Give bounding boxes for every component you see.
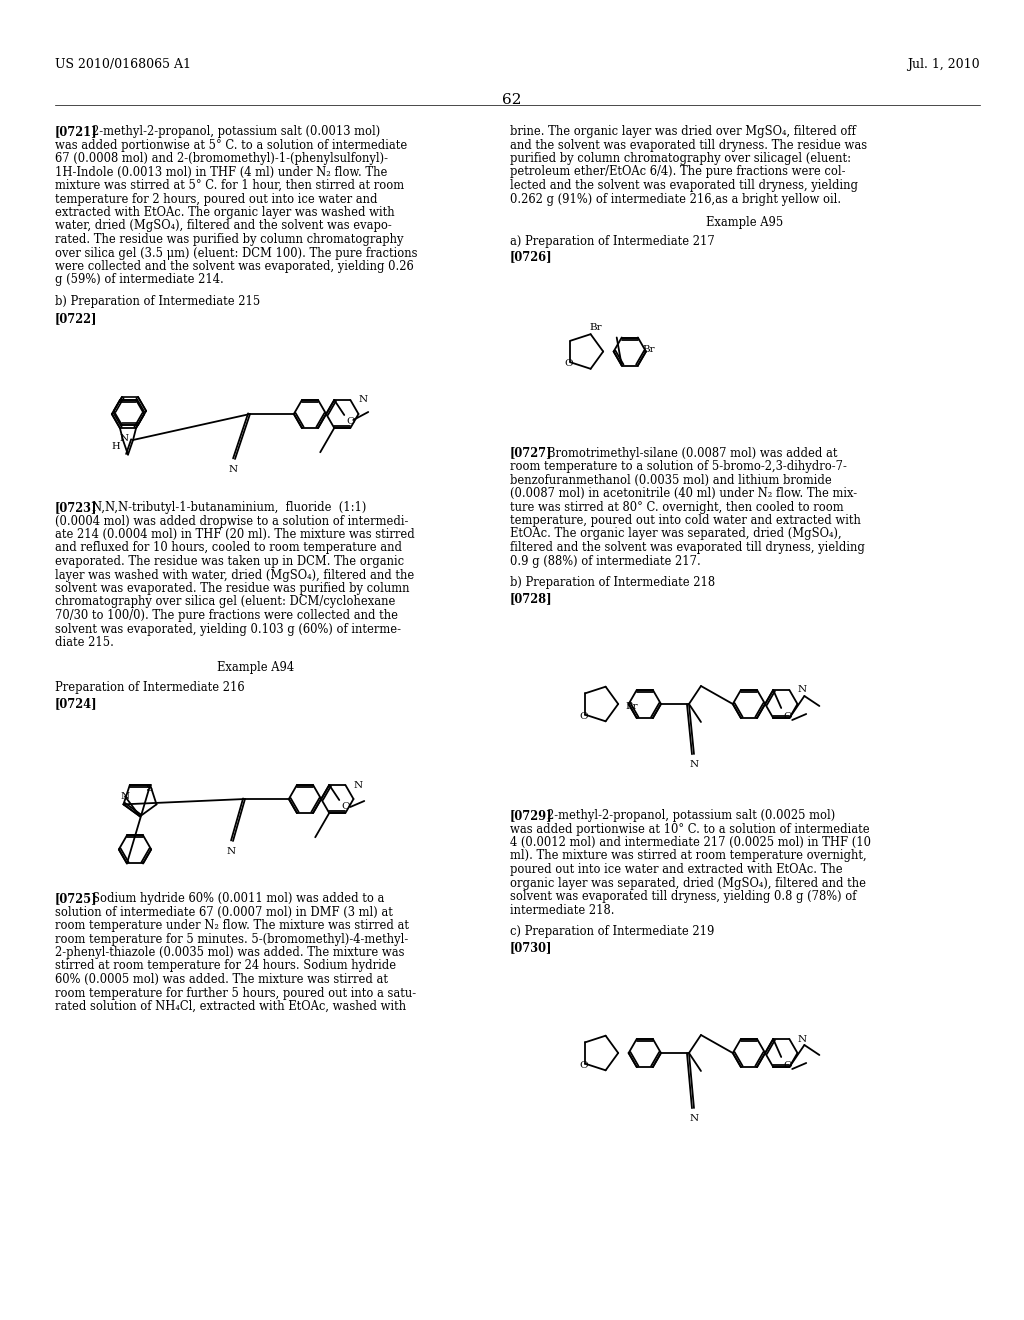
Text: extracted with EtOAc. The organic layer was washed with: extracted with EtOAc. The organic layer …	[55, 206, 394, 219]
Text: g (59%) of intermediate 214.: g (59%) of intermediate 214.	[55, 273, 224, 286]
Text: Preparation of Intermediate 216: Preparation of Intermediate 216	[55, 681, 245, 694]
Text: poured out into ice water and extracted with EtOAc. The: poured out into ice water and extracted …	[510, 863, 843, 876]
Text: O: O	[579, 711, 588, 721]
Text: N: N	[798, 1035, 807, 1044]
Text: water, dried (MgSO₄), filtered and the solvent was evapo-: water, dried (MgSO₄), filtered and the s…	[55, 219, 392, 232]
Text: and the solvent was evaporated till dryness. The residue was: and the solvent was evaporated till dryn…	[510, 139, 867, 152]
Text: N: N	[228, 465, 238, 474]
Text: ture was stirred at 80° C. overnight, then cooled to room: ture was stirred at 80° C. overnight, th…	[510, 500, 844, 513]
Text: [0722]: [0722]	[55, 313, 97, 326]
Text: (0.0004 mol) was added dropwise to a solution of intermedi-: (0.0004 mol) was added dropwise to a sol…	[55, 515, 409, 528]
Text: 2-methyl-2-propanol, potassium salt (0.0025 mol): 2-methyl-2-propanol, potassium salt (0.0…	[547, 809, 836, 822]
Text: N: N	[689, 1114, 698, 1123]
Text: EtOAc. The organic layer was separated, dried (MgSO₄),: EtOAc. The organic layer was separated, …	[510, 528, 842, 540]
Text: 70/30 to 100/0). The pure fractions were collected and the: 70/30 to 100/0). The pure fractions were…	[55, 609, 398, 622]
Text: N: N	[226, 847, 236, 855]
Text: solvent was evaporated. The residue was purified by column: solvent was evaporated. The residue was …	[55, 582, 410, 595]
Text: and refluxed for 10 hours, cooled to room temperature and: and refluxed for 10 hours, cooled to roo…	[55, 541, 402, 554]
Text: [0729]: [0729]	[510, 809, 553, 822]
Text: 1H-Indole (0.0013 mol) in THF (4 ml) under N₂ flow. The: 1H-Indole (0.0013 mol) in THF (4 ml) und…	[55, 165, 387, 178]
Text: brine. The organic layer was dried over MgSO₄, filtered off: brine. The organic layer was dried over …	[510, 125, 856, 139]
Text: N: N	[358, 396, 368, 404]
Text: N,N,N-tributyl-1-butanaminium,  fluoride  (1:1): N,N,N-tributyl-1-butanaminium, fluoride …	[92, 502, 367, 513]
Text: O: O	[346, 417, 355, 426]
Text: were collected and the solvent was evaporated, yielding 0.26: were collected and the solvent was evapo…	[55, 260, 414, 273]
Text: room temperature to a solution of 5-bromo-2,3-dihydro-7-: room temperature to a solution of 5-brom…	[510, 459, 847, 473]
Text: 2-methyl-2-propanol, potassium salt (0.0013 mol): 2-methyl-2-propanol, potassium salt (0.0…	[92, 125, 380, 139]
Text: was added portionwise at 5° C. to a solution of intermediate: was added portionwise at 5° C. to a solu…	[55, 139, 408, 152]
Text: was added portionwise at 10° C. to a solution of intermediate: was added portionwise at 10° C. to a sol…	[510, 822, 869, 836]
Text: [0723]: [0723]	[55, 502, 97, 513]
Text: S: S	[144, 784, 152, 793]
Text: Br: Br	[643, 346, 655, 355]
Text: Bromotrimethyl-silane (0.0087 mol) was added at: Bromotrimethyl-silane (0.0087 mol) was a…	[547, 446, 838, 459]
Text: intermediate 218.: intermediate 218.	[510, 903, 614, 916]
Text: O: O	[579, 1061, 588, 1069]
Text: petroleum ether/EtOAc 6/4). The pure fractions were col-: petroleum ether/EtOAc 6/4). The pure fra…	[510, 165, 846, 178]
Text: [0724]: [0724]	[55, 697, 97, 710]
Text: 2-phenyl-thiazole (0.0035 mol) was added. The mixture was: 2-phenyl-thiazole (0.0035 mol) was added…	[55, 946, 404, 960]
Text: [0728]: [0728]	[510, 593, 553, 606]
Text: H: H	[112, 442, 120, 451]
Text: US 2010/0168065 A1: US 2010/0168065 A1	[55, 58, 191, 71]
Text: room temperature for further 5 hours, poured out into a satu-: room temperature for further 5 hours, po…	[55, 986, 416, 999]
Text: b) Preparation of Intermediate 218: b) Preparation of Intermediate 218	[510, 576, 715, 589]
Text: ate 214 (0.0004 mol) in THF (20 ml). The mixture was stirred: ate 214 (0.0004 mol) in THF (20 ml). The…	[55, 528, 415, 541]
Text: b) Preparation of Intermediate 215: b) Preparation of Intermediate 215	[55, 294, 260, 308]
Text: 67 (0.0008 mol) and 2-(bromomethyl)-1-(phenylsulfonyl)-: 67 (0.0008 mol) and 2-(bromomethyl)-1-(p…	[55, 152, 388, 165]
Text: solution of intermediate 67 (0.0007 mol) in DMF (3 ml) at: solution of intermediate 67 (0.0007 mol)…	[55, 906, 393, 919]
Text: [0727]: [0727]	[510, 446, 553, 459]
Text: N: N	[120, 434, 129, 444]
Text: organic layer was separated, dried (MgSO₄), filtered and the: organic layer was separated, dried (MgSO…	[510, 876, 866, 890]
Text: room temperature under N₂ flow. The mixture was stirred at: room temperature under N₂ flow. The mixt…	[55, 919, 409, 932]
Text: layer was washed with water, dried (MgSO₄), filtered and the: layer was washed with water, dried (MgSO…	[55, 569, 415, 582]
Text: Example A94: Example A94	[217, 661, 295, 675]
Text: solvent was evaporated till dryness, yielding 0.8 g (78%) of: solvent was evaporated till dryness, yie…	[510, 890, 856, 903]
Text: O: O	[341, 803, 350, 810]
Text: stirred at room temperature for 24 hours. Sodium hydride: stirred at room temperature for 24 hours…	[55, 960, 396, 973]
Text: evaporated. The residue was taken up in DCM. The organic: evaporated. The residue was taken up in …	[55, 554, 404, 568]
Text: Example A95: Example A95	[707, 216, 783, 228]
Text: Br: Br	[589, 323, 602, 333]
Text: chromatography over silica gel (eluent: DCM/cyclohexane: chromatography over silica gel (eluent: …	[55, 595, 395, 609]
Text: a) Preparation of Intermediate 217: a) Preparation of Intermediate 217	[510, 235, 715, 248]
Text: N: N	[689, 760, 698, 770]
Text: benzofuranmethanol (0.0035 mol) and lithium bromide: benzofuranmethanol (0.0035 mol) and lith…	[510, 474, 831, 487]
Text: 60% (0.0005 mol) was added. The mixture was stirred at: 60% (0.0005 mol) was added. The mixture …	[55, 973, 388, 986]
Text: Sodium hydride 60% (0.0011 mol) was added to a: Sodium hydride 60% (0.0011 mol) was adde…	[92, 892, 384, 906]
Text: O: O	[564, 359, 572, 368]
Text: [0730]: [0730]	[510, 941, 553, 954]
Text: ml). The mixture was stirred at room temperature overnight,: ml). The mixture was stirred at room tem…	[510, 850, 866, 862]
Text: 4 (0.0012 mol) and intermediate 217 (0.0025 mol) in THF (10: 4 (0.0012 mol) and intermediate 217 (0.0…	[510, 836, 871, 849]
Text: O: O	[783, 711, 792, 721]
Text: mixture was stirred at 5° C. for 1 hour, then stirred at room: mixture was stirred at 5° C. for 1 hour,…	[55, 180, 404, 191]
Text: rated solution of NH₄Cl, extracted with EtOAc, washed with: rated solution of NH₄Cl, extracted with …	[55, 1001, 407, 1012]
Text: solvent was evaporated, yielding 0.103 g (60%) of interme-: solvent was evaporated, yielding 0.103 g…	[55, 623, 401, 635]
Text: 0.9 g (88%) of intermediate 217.: 0.9 g (88%) of intermediate 217.	[510, 554, 700, 568]
Text: (0.0087 mol) in acetonitrile (40 ml) under N₂ flow. The mix-: (0.0087 mol) in acetonitrile (40 ml) und…	[510, 487, 857, 500]
Text: [0726]: [0726]	[510, 249, 553, 263]
Text: 0.262 g (91%) of intermediate 216,as a bright yellow oil.: 0.262 g (91%) of intermediate 216,as a b…	[510, 193, 841, 206]
Text: room temperature for 5 minutes. 5-(bromomethyl)-4-methyl-: room temperature for 5 minutes. 5-(bromo…	[55, 932, 409, 945]
Text: c) Preparation of Intermediate 219: c) Preparation of Intermediate 219	[510, 925, 715, 939]
Text: [0725]: [0725]	[55, 892, 97, 906]
Text: temperature for 2 hours, poured out into ice water and: temperature for 2 hours, poured out into…	[55, 193, 378, 206]
Text: O: O	[783, 1061, 792, 1071]
Text: N: N	[798, 685, 807, 694]
Text: temperature, poured out into cold water and extracted with: temperature, poured out into cold water …	[510, 513, 861, 527]
Text: over silica gel (3.5 μm) (eluent: DCM 100). The pure fractions: over silica gel (3.5 μm) (eluent: DCM 10…	[55, 247, 418, 260]
Text: filtered and the solvent was evaporated till dryness, yielding: filtered and the solvent was evaporated …	[510, 541, 865, 554]
Text: lected and the solvent was evaporated till dryness, yielding: lected and the solvent was evaporated ti…	[510, 180, 858, 191]
Text: [0721]: [0721]	[55, 125, 97, 139]
Text: 62: 62	[502, 92, 522, 107]
Text: Br: Br	[626, 702, 638, 711]
Text: diate 215.: diate 215.	[55, 636, 114, 649]
Text: Jul. 1, 2010: Jul. 1, 2010	[907, 58, 980, 71]
Text: N: N	[353, 780, 362, 789]
Text: N: N	[121, 792, 130, 801]
Text: rated. The residue was purified by column chromatography: rated. The residue was purified by colum…	[55, 234, 403, 246]
Text: purified by column chromatography over silicagel (eluent:: purified by column chromatography over s…	[510, 152, 851, 165]
